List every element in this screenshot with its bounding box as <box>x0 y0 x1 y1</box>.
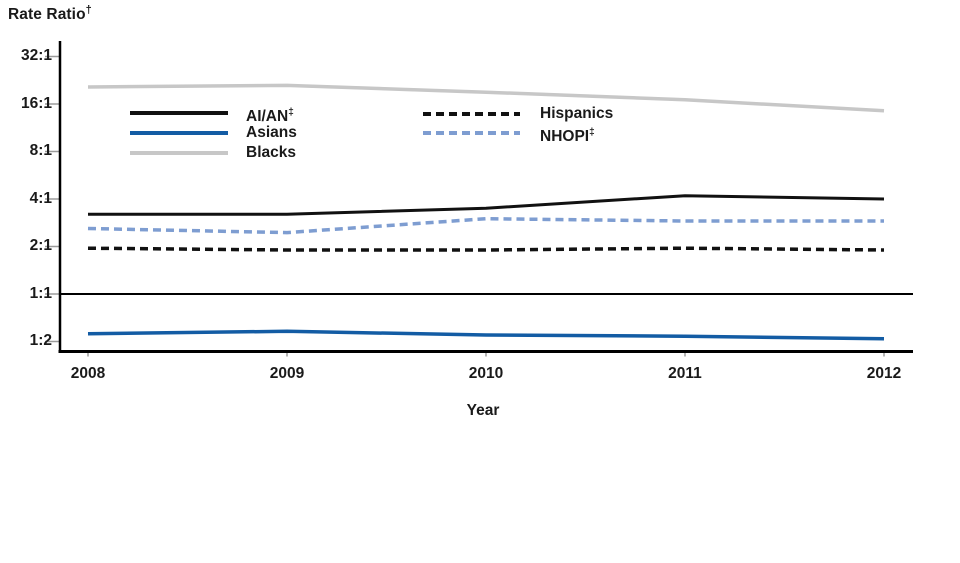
legend-label-asians: Asians <box>246 124 297 141</box>
ytick-4-1: 4:1 <box>29 190 52 207</box>
ytick-8-1: 8:1 <box>29 142 52 159</box>
ytick-1-1: 1:1 <box>29 285 52 302</box>
double-dagger-footnote-mark: ‡ <box>589 127 595 138</box>
legend-label-blacks: Blacks <box>246 144 296 161</box>
legend-label-hispanics: Hispanics <box>540 105 614 122</box>
legend-line-asians <box>130 131 228 135</box>
legend-label-nhopi: NHOPI‡ <box>540 127 595 146</box>
legend-line-nhopi <box>423 131 520 135</box>
legend-line-hispanics <box>423 112 520 116</box>
xtick-2012: 2012 <box>866 365 902 382</box>
ytick-1-2: 1:2 <box>29 332 52 349</box>
xtick-2010: 2010 <box>468 365 504 382</box>
series-line-hispanics <box>87 246 885 252</box>
xtick-2009: 2009 <box>269 365 305 382</box>
series-line-blacks <box>87 83 885 113</box>
xtick-2008: 2008 <box>70 365 106 382</box>
chart-title-text: Rate Ratio <box>8 6 86 24</box>
double-dagger-footnote-mark: ‡ <box>288 107 294 118</box>
ytick-32-1: 32:1 <box>20 47 52 64</box>
dagger-footnote-mark: † <box>85 4 92 16</box>
chart-title: Rate Ratio† <box>8 4 92 24</box>
series-line-nhopi- <box>87 216 884 235</box>
xaxis-title: Year <box>466 402 500 419</box>
ytick-2-1: 2:1 <box>29 237 52 254</box>
legend-line-blacks <box>130 151 228 155</box>
legend-line-ai-an <box>130 111 228 115</box>
xtick-2011: 2011 <box>668 365 702 382</box>
series-line-asians <box>87 329 885 341</box>
legend-label-ai-an: AI/AN‡ <box>246 107 294 126</box>
series-line-ai-an- <box>88 194 885 216</box>
ytick-16-1: 16:1 <box>20 95 52 112</box>
